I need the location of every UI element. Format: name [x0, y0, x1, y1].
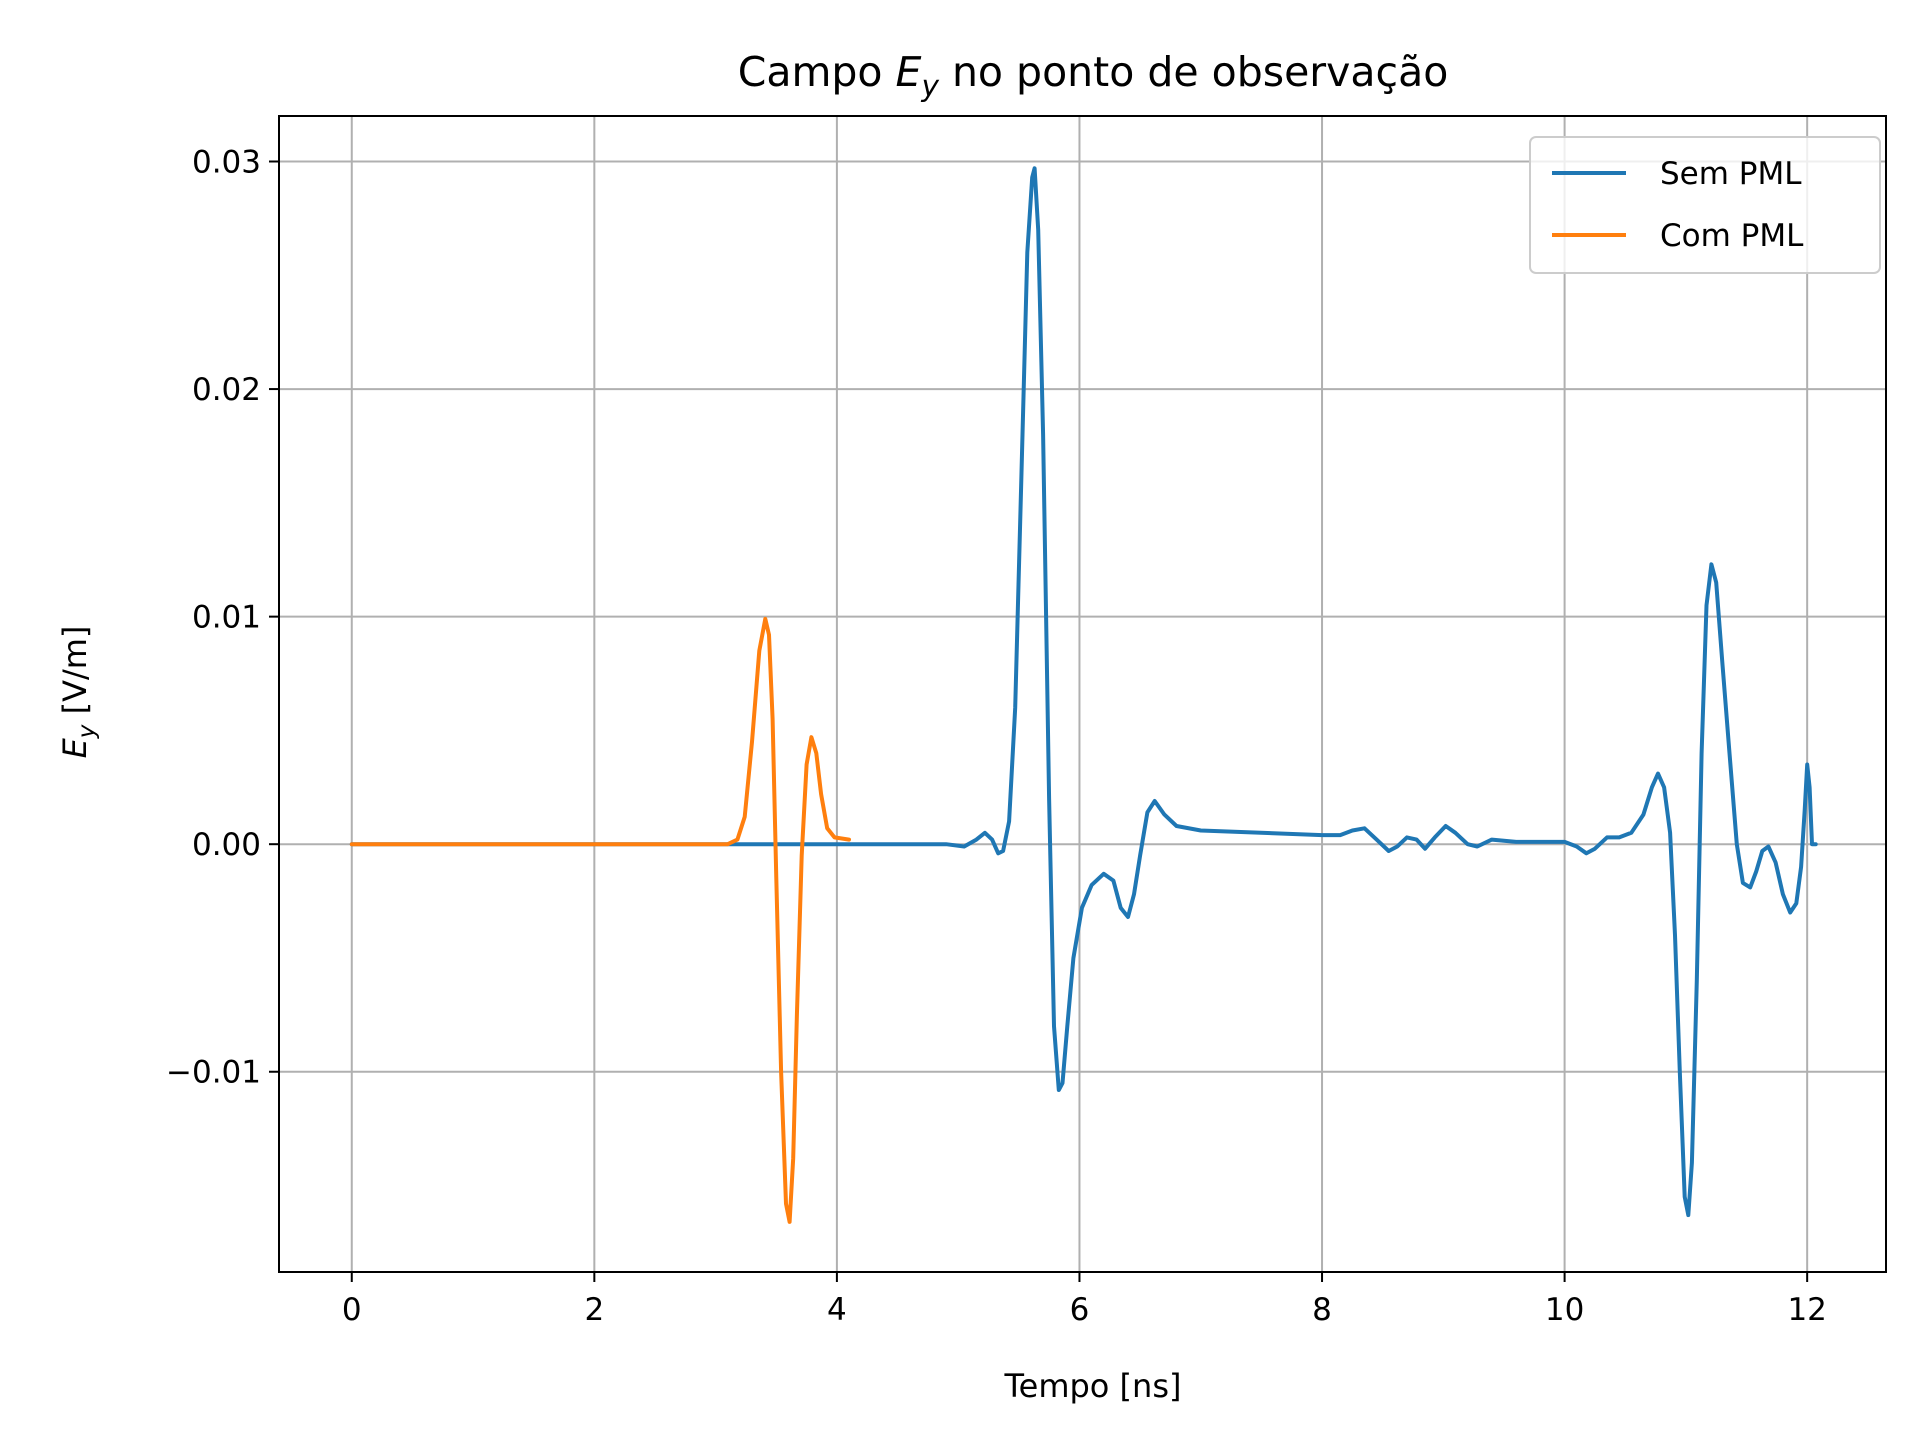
legend-label-com-pml: Com PML — [1660, 218, 1804, 254]
axes-border — [278, 115, 1887, 1273]
chart-title: Campo Ey no ponto de observação — [738, 48, 1449, 103]
legend: Sem PML Com PML — [1529, 136, 1881, 274]
y-tick-label: −0.01 — [166, 1055, 261, 1091]
legend-label-sem-pml: Sem PML — [1660, 156, 1802, 192]
ticks: 0 2 4 6 8 10 12 −0.01 0.00 0.01 0.02 0.03 — [166, 145, 1827, 1328]
x-tick-label: 10 — [1545, 1292, 1584, 1328]
x-tick-label: 0 — [342, 1292, 362, 1328]
axes-frame — [278, 115, 1887, 1273]
y-tick-label: 0.03 — [192, 145, 261, 181]
y-tick-label: 0.01 — [192, 600, 261, 636]
y-tick-label: 0.02 — [192, 372, 261, 408]
plot-area — [349, 166, 1818, 1224]
series-line-sem-pml — [349, 166, 1818, 1218]
x-tick-label: 8 — [1312, 1292, 1332, 1328]
x-axis-label: Tempo [ns] — [1004, 1367, 1182, 1405]
series-line-com-pml — [349, 616, 851, 1224]
y-axis-label: Ey [V/m] — [56, 626, 100, 759]
x-tick-label: 2 — [584, 1292, 604, 1328]
x-tick-label: 12 — [1787, 1292, 1826, 1328]
x-tick-label: 4 — [827, 1292, 847, 1328]
x-tick-label: 6 — [1070, 1292, 1090, 1328]
y-tick-label: 0.00 — [192, 827, 261, 863]
